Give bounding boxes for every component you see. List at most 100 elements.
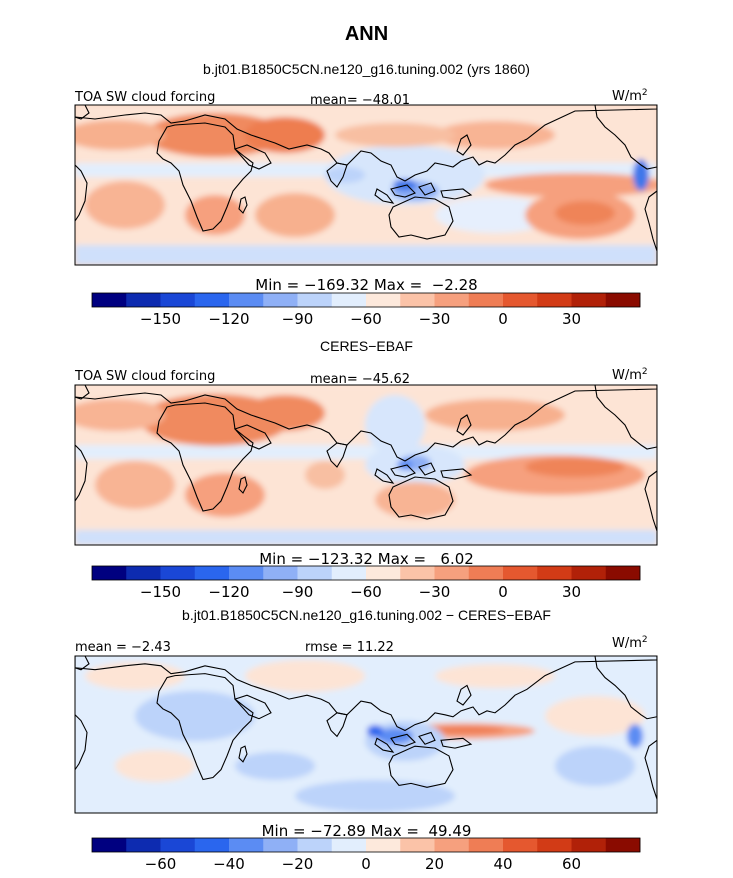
colorbar-swatch [503,838,538,852]
colorbar-swatch [297,293,333,307]
colorbar-tick-label: −40 [213,855,245,873]
colorbar-tick-label: −30 [419,583,451,601]
colorbar-swatch [400,293,435,307]
colorbar-swatch [331,838,367,852]
colorbar-swatch [537,566,572,580]
panel-model-minmax: Min = −169.32 Max = −2.28 [255,276,477,294]
panel-diff-minmax: Min = −72.89 Max = 49.49 [262,822,472,840]
colorbar-tick-label: −60 [350,583,382,601]
colorbar-tick-label: 60 [562,855,581,873]
colorbar-swatch [468,293,504,307]
colorbar-tick-label: 0 [498,583,508,601]
panel-obs-map [75,385,657,545]
colorbar-swatch [92,293,127,307]
panel-obs-frame [74,384,658,546]
colorbar-tick-label: 0 [498,310,508,328]
colorbar-swatch [434,566,470,580]
panel-model-left-label: TOA SW cloud forcing [74,90,215,105]
colorbar-tick-label: −90 [282,583,314,601]
panel-diff-subtitle: b.jt01.B1850C5CN.ne120_g16.tuning.002 − … [182,607,551,623]
panel-model-colorbar: −150 −120 −90 −60 −30 0 30 [91,292,641,328]
panel-model-subtitle: b.jt01.B1850C5CN.ne120_g16.tuning.002 (y… [203,61,530,77]
panel-diff: b.jt01.B1850C5CN.ne120_g16.tuning.002 − … [74,607,658,873]
colorbar-tick-label: −120 [208,583,249,601]
colorbar-swatch [263,293,298,307]
colorbar-swatch [331,293,367,307]
panel-diff-units: W/m2 [612,635,648,651]
colorbar-swatch [194,293,230,307]
colorbar-swatch [537,293,572,307]
panel-model-map [75,105,657,265]
colorbar-tick-label: −60 [350,310,382,328]
panel-obs-mean-label: mean= −45.62 [310,372,410,387]
panel-model-frame [74,104,658,266]
colorbar-swatch [126,838,161,852]
colorbar-tick-label: −60 [145,855,177,873]
panel-obs-left-label: TOA SW cloud forcing [74,369,215,384]
colorbar-swatch [160,838,196,852]
panel-obs-minmax: Min = −123.32 Max = 6.02 [259,550,474,568]
colorbar-swatch [297,838,333,852]
colorbar-swatch [503,566,538,580]
figure-title: ANN [345,23,388,45]
colorbar-swatch [571,293,607,307]
colorbar-swatch [605,566,641,580]
panel-model: b.jt01.B1850C5CN.ne120_g16.tuning.002 (y… [74,61,658,328]
colorbar-swatch [571,566,607,580]
colorbar-swatch [503,293,538,307]
colorbar-tick-label: −30 [419,310,451,328]
colorbar-swatch [263,566,298,580]
panel-obs-colorbar: −150 −120 −90 −60 −30 0 30 [91,565,641,601]
colorbar-swatch [229,293,264,307]
colorbar-swatch [92,838,127,852]
colorbar-swatch [229,566,264,580]
colorbar-swatch [366,838,401,852]
colorbar-swatch [605,838,641,852]
colorbar-tick-label: −90 [282,310,314,328]
panel-model-mean-label: mean= −48.01 [310,93,410,108]
panel-diff-colorbar: −60 −40 −20 0 20 40 60 [91,837,641,873]
colorbar-swatch [126,566,161,580]
colorbar-tick-label: 0 [361,855,371,873]
colorbar-swatch [571,838,607,852]
panel-obs: CERES−EBAF TOA SW cloud forcing mean= −4… [74,338,658,601]
colorbar-swatch [160,566,196,580]
colorbar-swatch [194,566,230,580]
colorbar-swatch [229,838,264,852]
colorbar-tick-label: 20 [425,855,444,873]
colorbar-frame [91,565,641,581]
colorbar-swatch [263,838,298,852]
colorbar-frame [91,837,641,853]
colorbar-swatch [331,566,367,580]
colorbar-swatch [92,566,127,580]
colorbar-swatch [605,293,641,307]
colorbar-tick-label: 40 [493,855,512,873]
colorbar-tick-label: −120 [208,310,249,328]
colorbar-swatch [468,566,504,580]
colorbar-frame [91,292,641,308]
colorbar-swatch [468,838,504,852]
colorbar-swatch [400,566,435,580]
colorbar-swatch [537,838,572,852]
colorbar-swatch [434,293,470,307]
colorbar-tick-label: −20 [282,855,314,873]
colorbar-swatch [400,838,435,852]
panel-diff-map [75,656,657,813]
panel-diff-rmse-label: rmse = 11.22 [305,640,394,655]
panel-obs-units: W/m2 [612,367,648,383]
panel-diff-frame [74,655,658,814]
colorbar-swatch [366,566,401,580]
colorbar-swatch [434,838,470,852]
colorbar-swatch [126,293,161,307]
colorbar-tick-label: 30 [562,583,581,601]
panel-model-units: W/m2 [612,88,648,104]
colorbar-swatch [194,838,230,852]
colorbar-tick-label: 30 [562,310,581,328]
panel-diff-mean-label: mean = −2.43 [75,640,171,655]
colorbar-tick-label: −150 [140,583,181,601]
colorbar-swatch [160,293,196,307]
colorbar-swatch [366,293,401,307]
colorbar-tick-label: −150 [140,310,181,328]
colorbar-swatch [297,566,333,580]
